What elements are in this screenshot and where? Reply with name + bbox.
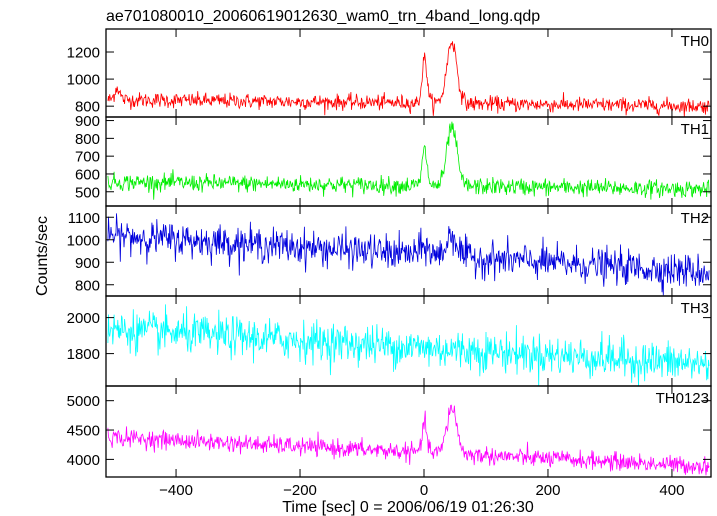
x-tick-label: 400 [659, 482, 684, 499]
series-label: TH1 [681, 121, 709, 138]
y-tick-label: 800 [75, 99, 100, 116]
y-axis-label: Counts/sec [34, 216, 51, 296]
x-tick-label: 0 [420, 482, 428, 499]
x-tick-label: 200 [535, 482, 560, 499]
series-label: TH3 [681, 300, 709, 317]
series-label: TH0 [681, 33, 709, 50]
y-tick-label: 600 [75, 166, 100, 183]
y-tick-label: 1000 [67, 72, 100, 89]
y-tick-label: 700 [75, 149, 100, 166]
panel-th3: 1800 2000 TH3 [67, 295, 712, 387]
x-tick-label: −400 [159, 482, 193, 499]
panel-frame [105, 295, 712, 387]
panel-th0123: 4000 4500 5000 TH0123 [67, 385, 712, 478]
x-axis-label: Time [sec] 0 = 2006/06/19 01:26:30 [282, 499, 534, 516]
y-tick-label: 4000 [67, 452, 100, 469]
y-tick-label: 1000 [67, 232, 100, 249]
panel-frame [105, 385, 712, 478]
series-line-th2 [107, 213, 710, 296]
y-tick-label: 2000 [67, 310, 100, 327]
chart-title: ae701080010_20060619012630_wam0_trn_4ban… [106, 8, 540, 25]
series-line-th1 [107, 121, 710, 200]
y-tick-label: 800 [75, 277, 100, 294]
series-line-th0123 [107, 404, 710, 476]
y-tick-label: 5000 [67, 393, 100, 410]
y-tick-label: 4500 [67, 423, 100, 440]
y-tick-label: 800 [75, 131, 100, 148]
series-label: TH2 [681, 210, 709, 227]
series-label: TH0123 [656, 390, 709, 407]
panel-th0: 800 1000 1200 TH0 [67, 28, 712, 118]
y-tick-label: 1800 [67, 346, 100, 363]
panel-th2: 800 900 1000 1100 TH2 [67, 205, 712, 297]
y-tick-label: 1200 [67, 45, 100, 62]
series-line-th0 [107, 41, 710, 117]
y-tick-label: 500 [75, 184, 100, 201]
x-tick-label: −200 [283, 482, 317, 499]
y-tick-label: 900 [75, 113, 100, 130]
series-line-th3 [107, 304, 710, 386]
y-tick-label: 1100 [68, 210, 100, 227]
y-tick-label: 900 [75, 255, 100, 272]
